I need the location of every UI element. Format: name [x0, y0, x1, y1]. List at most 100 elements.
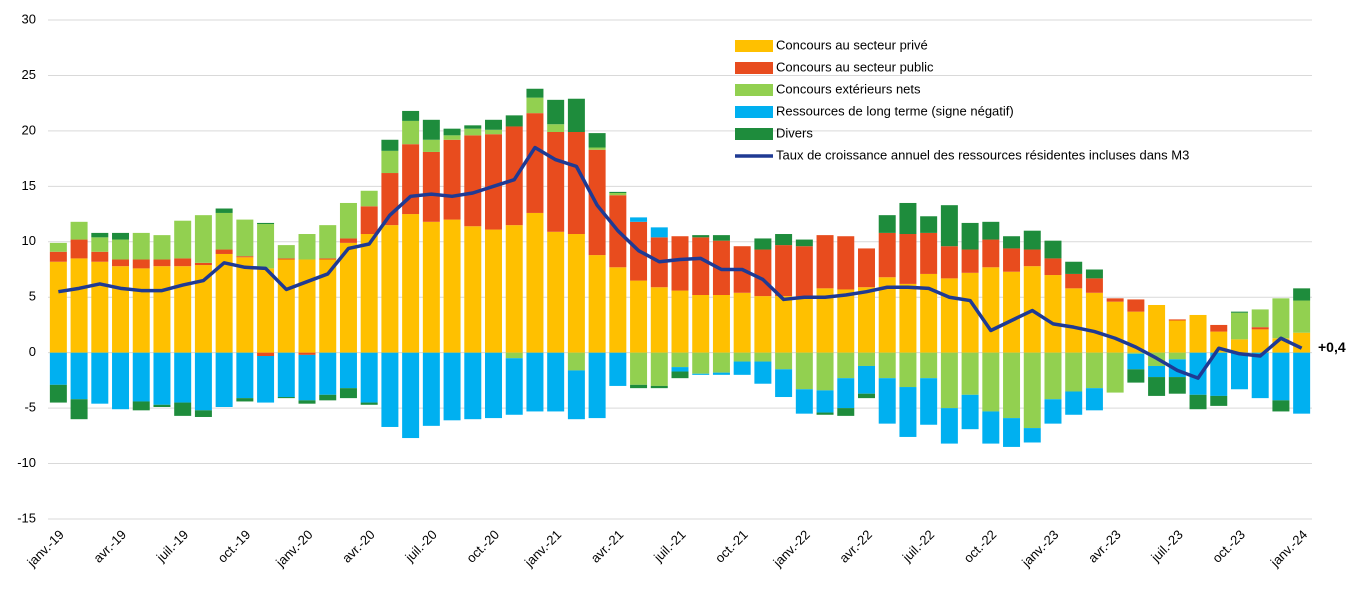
legend-label: Taux de croissance annuel des ressources… [776, 147, 1189, 162]
bar-segment [1127, 353, 1145, 370]
bar-segment [1210, 352, 1228, 396]
bar-segment [257, 222, 275, 225]
bar-segment [464, 128, 482, 136]
bar-segment [443, 135, 461, 140]
bar-segment [567, 131, 585, 235]
bar-segment [837, 236, 855, 290]
bar-segment [360, 352, 378, 403]
bar-segment [443, 139, 461, 220]
bar-segment [1044, 275, 1062, 353]
bar-segment [1003, 418, 1021, 447]
bar-segment [630, 217, 648, 222]
legend-swatch [735, 128, 773, 140]
annotation: +0,4 [1318, 339, 1346, 355]
bar-segment [464, 125, 482, 129]
bar-segment [505, 225, 523, 353]
bar-segment [982, 411, 1000, 444]
bar-segment [505, 352, 523, 359]
y-tick-label: -10 [17, 455, 36, 470]
bar-segment [91, 352, 109, 404]
legend-swatch [735, 84, 773, 96]
bar-segment [1003, 271, 1021, 353]
bar-segment [153, 404, 171, 408]
bar-segment [920, 216, 938, 233]
bar-segment [1085, 352, 1103, 389]
bar-segment [402, 110, 420, 121]
bar-segment [174, 258, 192, 267]
y-tick-label: -15 [17, 510, 36, 525]
bar-segment [1003, 236, 1021, 249]
bar-segment [132, 259, 150, 269]
bar-segment [215, 253, 233, 353]
bar-segment [485, 119, 503, 130]
bar-segment [1085, 278, 1103, 293]
bar-segment [609, 191, 627, 193]
bar-segment [1106, 301, 1124, 353]
bar-segment [671, 367, 689, 372]
bar-segment [547, 352, 565, 412]
y-tick-label: 10 [22, 233, 36, 248]
bar-segment [339, 352, 357, 389]
bar-segment [422, 151, 440, 222]
bar-segment [1065, 352, 1083, 392]
bar-segment [733, 292, 751, 353]
bar-segment [1293, 288, 1311, 301]
bar-segment [112, 352, 130, 410]
bar-segment [526, 352, 544, 412]
bar-segment [878, 232, 896, 278]
bar-segment [1189, 352, 1207, 395]
bar-segment [339, 202, 357, 239]
bar-segment [526, 88, 544, 98]
bar-segment [567, 370, 585, 420]
bar-segment [1065, 391, 1083, 415]
bar-segment [1168, 320, 1186, 353]
bar-segment [961, 394, 979, 430]
bar-segment [1230, 352, 1248, 390]
bar-segment [1168, 377, 1186, 394]
bar-segment [485, 229, 503, 353]
x-tick-label: juil.-22 [899, 527, 937, 565]
bar-segment [1127, 352, 1145, 354]
bar-segment [112, 239, 130, 260]
bar-segment [982, 267, 1000, 353]
bar-segment [236, 256, 254, 258]
bar-segment [132, 268, 150, 353]
x-tick-label: juil.-19 [153, 527, 191, 565]
bar-segment [49, 242, 67, 252]
bar-segment [650, 227, 668, 238]
bar-segment [277, 352, 295, 398]
bar-segment [754, 238, 772, 250]
bar-segment [899, 352, 917, 388]
bar-segment [547, 231, 565, 353]
legend-swatch [735, 40, 773, 52]
bar-segment [692, 237, 710, 296]
legend-label: Ressources de long terme (signe négatif) [776, 103, 1014, 118]
bar-segment [505, 126, 523, 226]
bar-segment [298, 400, 316, 404]
bar-segment [1044, 352, 1062, 400]
bar-segment [878, 277, 896, 353]
x-tick-label: juil.-21 [650, 527, 688, 565]
bar-segment [257, 224, 275, 269]
x-tick-label: oct.-21 [712, 527, 751, 566]
bar-segment [650, 287, 668, 353]
bar-segment [588, 255, 606, 353]
x-tick-label: janv.-24 [1267, 527, 1310, 570]
bar-segment [1189, 394, 1207, 410]
bar-segment [402, 120, 420, 145]
y-tick-label: 5 [29, 289, 36, 304]
bar-segment [298, 352, 316, 355]
bar-segment [174, 266, 192, 353]
bar-segment [1085, 388, 1103, 411]
bar-segment [567, 98, 585, 132]
bar-segment [1251, 327, 1269, 330]
bar-segment [257, 352, 275, 356]
bar-segment [215, 208, 233, 213]
legend-label: Concours au secteur privé [776, 37, 928, 52]
bar-segment [153, 235, 171, 260]
bar-segment [982, 221, 1000, 240]
x-tick-label: oct.-22 [961, 527, 1000, 566]
bar-segment [298, 234, 316, 260]
legend-swatch [735, 106, 773, 118]
bar-segment [236, 219, 254, 257]
